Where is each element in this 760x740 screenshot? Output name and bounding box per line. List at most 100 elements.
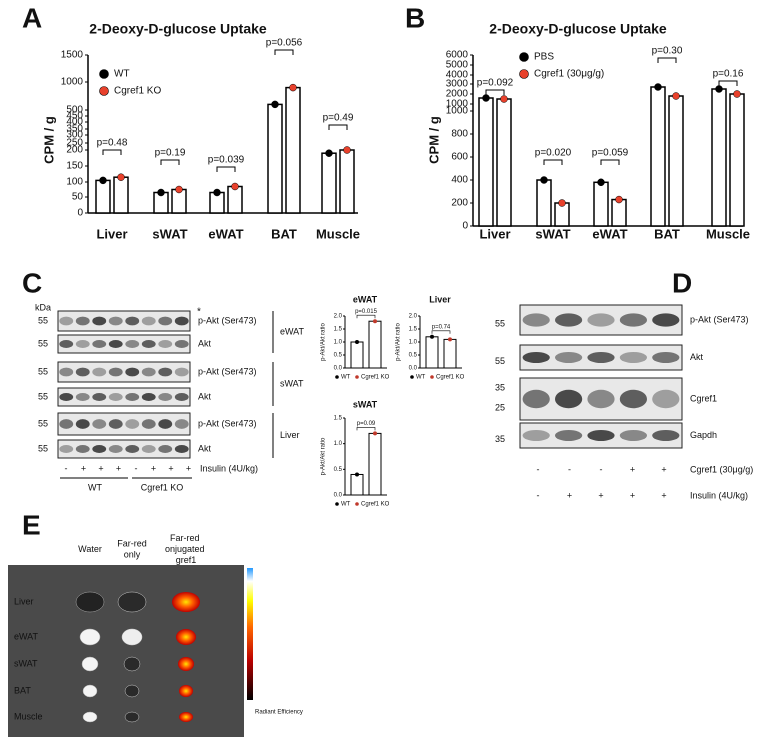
bar [113,176,129,214]
condition-sign: - [537,490,540,500]
blot-band [59,445,74,453]
panel-letter: B [405,2,425,33]
small-bar [368,320,382,369]
blot-band [174,445,189,453]
bar [267,103,283,214]
y-tick-label: 200 [451,198,468,209]
bar [593,181,609,227]
bar-dot [117,173,125,181]
bar [339,149,355,214]
group-label: Cgref1 KO [141,482,184,492]
blot-band [522,430,550,441]
small-bar [350,341,364,369]
small-dot [373,431,377,436]
small-legend: Cgref1 KO [361,502,390,508]
blot-band [554,430,583,441]
condition-sign: + [567,490,572,500]
blot-band [554,313,583,327]
condition-label: Cgref1 (30μg/g) [690,464,753,474]
p-value: p=0.49 [323,113,354,124]
p-bracket [543,159,563,165]
blot-band [554,389,583,409]
blot-band [141,419,156,429]
bar-dot [733,90,741,98]
blot-band [75,445,90,453]
column-label: Far-red only [117,539,147,560]
mw-marker: 55 [38,315,48,325]
x-tick-label: eWAT [208,226,243,241]
blot-band [587,430,615,441]
bar-dot [175,185,183,194]
y-tick-label: 100 [66,177,83,188]
blot-band [59,367,74,377]
insulin-sign: + [98,463,103,473]
small-chart-title: eWAT [353,294,378,304]
organ-farred [123,656,141,672]
blot-band [174,393,189,401]
condition-sign: - [600,464,603,474]
blot [57,387,191,407]
bar [668,95,684,227]
mw-marker: 55 [38,366,48,376]
bar [611,198,627,227]
bar-dot [672,92,680,100]
small-chart-title: Liver [429,294,451,304]
organ-conjugated [176,629,196,645]
chart-title: 2-Deoxy-D-glucose Uptake [89,21,267,37]
bar-dot [715,85,723,93]
p-value: p=0.059 [592,148,629,159]
blot-band [125,340,140,348]
star-label: * [197,307,201,318]
small-y-label: p-Akt/Akt ratio [396,323,402,361]
mw-marker: 55 [38,443,48,453]
y-tick-label: 1500 [61,50,84,61]
small-tick-label: 0.0 [334,366,343,372]
p-bracket [274,49,294,55]
bar-dot [500,95,508,103]
p-bracket [600,159,620,165]
band-label: Akt [198,443,212,453]
blot-band [92,367,107,377]
blot-band [108,367,123,377]
organ-water [79,628,101,646]
imaging-background [8,565,244,737]
y-axis-label: CPM / g [426,116,441,164]
blot-band [587,352,615,363]
organ-farred [124,711,140,723]
p-value: p=0.48 [97,138,128,149]
y-tick-label: 1000 [446,99,469,110]
bar-dot [325,149,333,157]
y-tick-label: 4000 [446,70,469,81]
bar [285,86,301,214]
blot-band [108,419,123,429]
small-bar [350,473,364,496]
y-tick-label: 500 [66,105,83,116]
bar [650,86,666,227]
row-label: BAT [14,685,31,695]
small-legend: WT [416,375,426,381]
small-legend: Cgref1 KO [361,375,390,381]
legend-marker [430,375,434,379]
legend-label: WT [114,69,130,80]
bar-dot [213,188,221,197]
small-tick-label: 1.5 [334,416,343,422]
mw-marker: 55 [495,318,505,328]
blot-band [92,419,107,429]
band-label: p-Akt (Ser473) [690,314,749,324]
blot-band [174,419,189,429]
mw-marker: 55 [495,356,505,366]
band-label: Akt [690,352,704,362]
legend-label: PBS [534,52,554,63]
x-tick-label: Muscle [706,226,750,241]
mw-marker: 55 [38,338,48,348]
condition-sign: - [537,464,540,474]
small-tick-label: 2.0 [334,314,343,320]
blot [57,334,191,354]
group-label: WT [88,482,102,492]
legend-marker [519,52,529,62]
blot-band [92,340,107,348]
blot-band [652,389,680,409]
blot-band [92,393,107,401]
band-label: Akt [198,391,212,401]
y-tick-label: 250 [66,138,83,149]
